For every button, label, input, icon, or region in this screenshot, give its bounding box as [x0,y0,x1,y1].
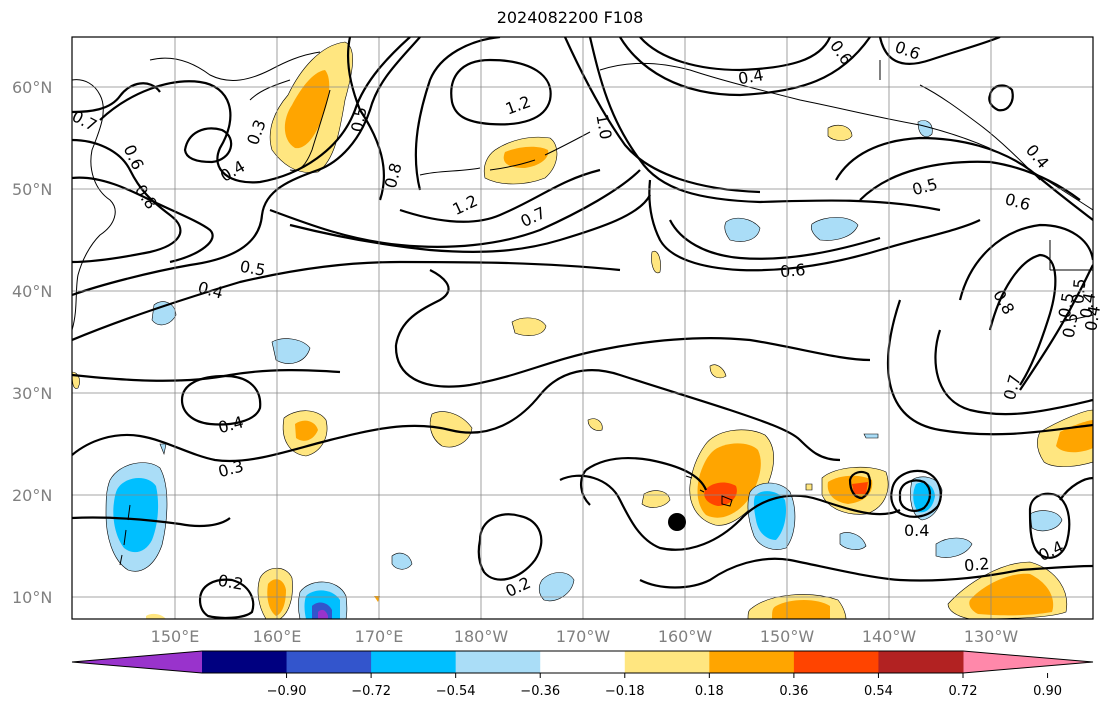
colorbar-tick-label: 0.72 [949,684,978,699]
shaded-anomalies [72,41,1093,619]
colorbar-segment [540,651,626,673]
longitude-labels: 150°E 160°E 170°E 180°W 170°W 160°W 150°… [151,627,1019,646]
contour-label: 0.4 [904,521,929,540]
colorbar-segment [709,651,795,673]
colorbar-tick-label: −0.36 [520,684,560,699]
lon-label: 160°E [253,627,302,646]
colorbar-segment [371,651,457,673]
contour-label: 0.2 [216,571,244,594]
storm-center-marker [668,513,686,531]
lon-label: 170°E [355,627,404,646]
lon-label: 180°W [454,627,509,646]
colorbar-segment [793,651,879,673]
colorbar-tick-label: 0.90 [1033,684,1062,699]
colorbar-segment [202,651,288,673]
colorbar-tick-label: 0.54 [864,684,893,699]
lon-label: 150°W [760,627,815,646]
plot-frame [71,36,1094,620]
colorbar-segment [286,651,372,673]
lat-label: 60°N [12,78,52,97]
colorbar-segment [878,651,964,673]
contour-label: 0.4 [737,65,765,88]
lon-label: 140°W [862,627,917,646]
colorbar-extend-high [963,651,1093,673]
latitude-labels: 60°N 50°N 40°N 30°N 20°N 10°N [12,78,52,607]
colorbar-tick-label: −0.54 [436,684,476,699]
lon-label: 160°W [658,627,713,646]
lon-label: 170°W [556,627,611,646]
contour-label: 1.0 [592,113,615,141]
colorbar-segment [455,651,541,673]
colorbar-tick-label: −0.72 [351,684,391,699]
lat-label: 30°N [12,384,52,403]
colorbar-tick-label: −0.90 [267,684,307,699]
contour-label: 0.6 [779,260,806,281]
contour-label: 0.5 [238,257,266,280]
lat-label: 40°N [12,282,52,301]
contour-label: 0.5 [1059,311,1082,339]
colorbar-extend-low [72,651,202,673]
lat-label: 20°N [12,486,52,505]
lat-label: 10°N [12,588,52,607]
contour-lines [72,37,1093,619]
colorbar-tick-label: 0.36 [779,684,808,699]
colorbar-tick-label: −0.18 [605,684,645,699]
gridlines [72,37,1093,619]
map-title: 2024082200 F108 [496,8,644,27]
lat-label: 50°N [12,180,52,199]
coastlines [72,51,1093,566]
contour-label: 0.5 [1055,291,1078,319]
shade-pos-aleutian-core [503,146,549,168]
colorbar-segment [624,651,710,673]
lon-label: 130°W [964,627,1019,646]
colorbar: −0.90 −0.72 −0.54 −0.36 −0.18 0.18 0.36 0.54 0.7… [71,650,1094,699]
plot-area [72,37,1093,619]
contour-label: 0.5 [347,105,370,133]
colorbar-tick-label: 0.18 [695,684,724,699]
contour-label: 0.2 [963,554,990,575]
lon-label: 150°E [151,627,200,646]
shade-pos-kamchatka-core [284,70,330,149]
